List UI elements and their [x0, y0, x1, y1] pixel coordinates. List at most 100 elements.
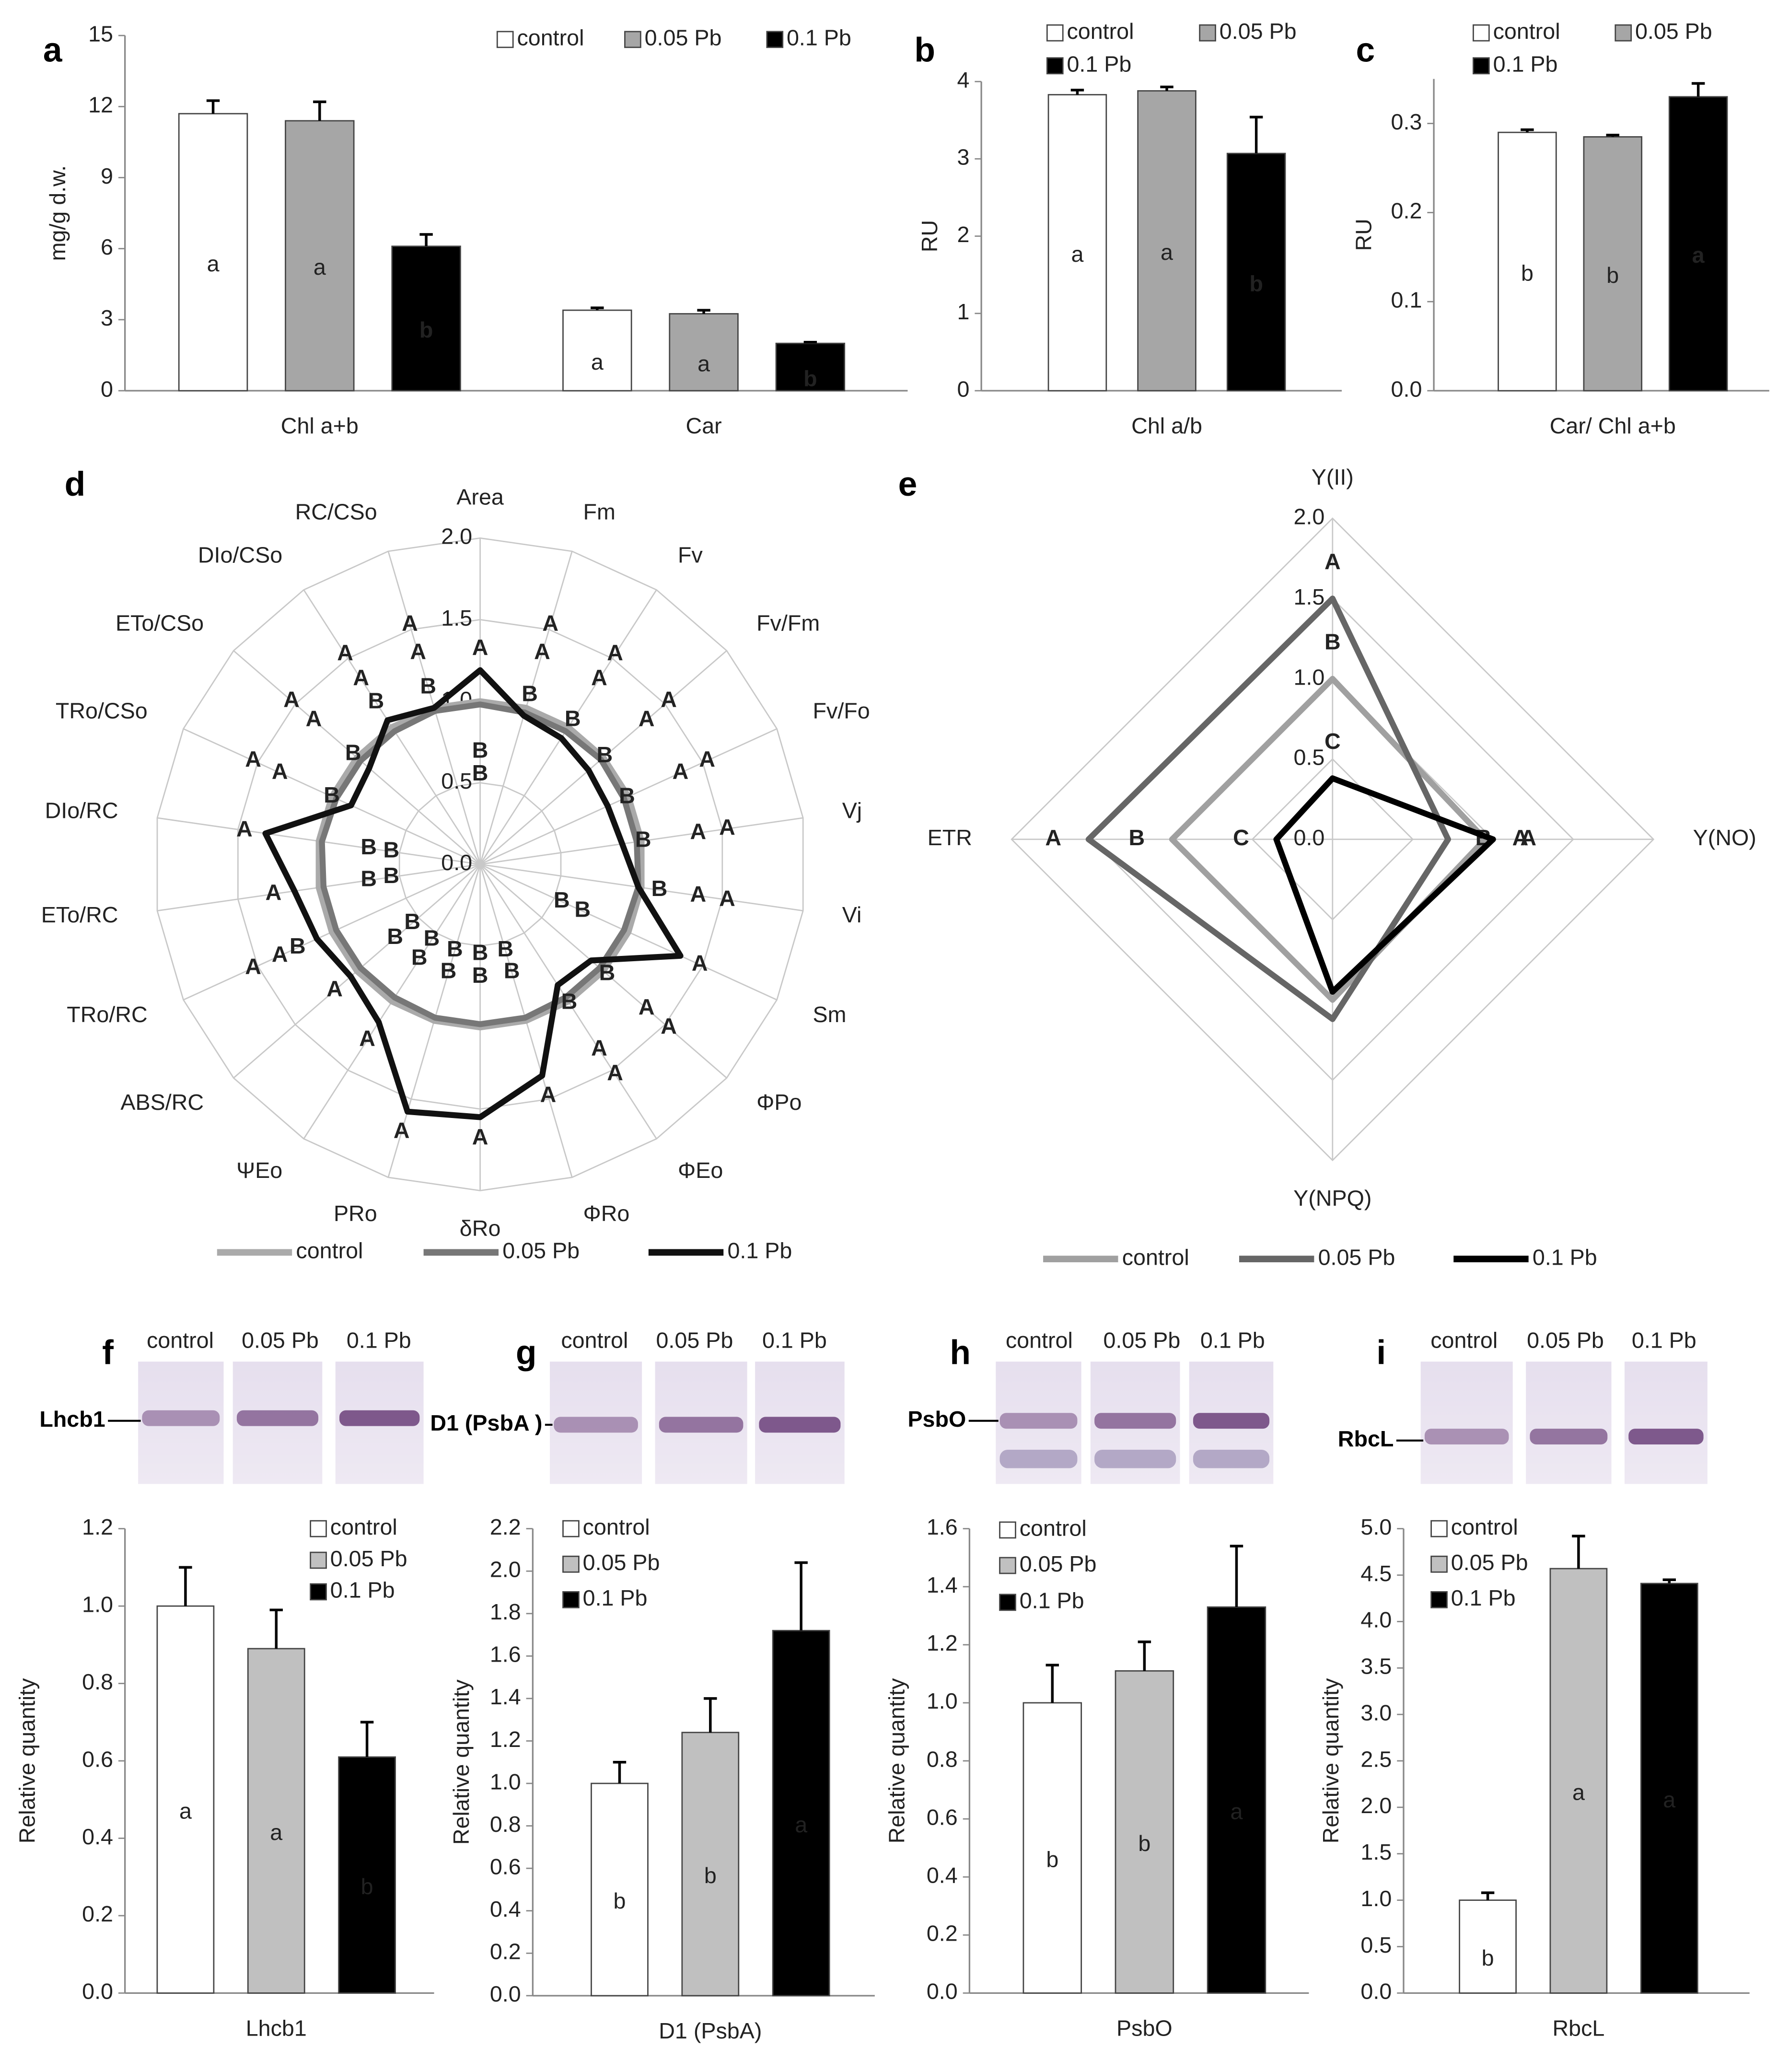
- y-tick-label: 1: [957, 299, 969, 324]
- legend-label: 0.05 Pb: [1451, 1550, 1528, 1575]
- error-bar: [1521, 128, 1534, 133]
- bar: [285, 120, 355, 392]
- axis-label: Area: [456, 484, 504, 509]
- y-tick-label: 0.2: [927, 1921, 958, 1946]
- legend-swatch: [496, 31, 514, 48]
- legend-swatch: [999, 1521, 1016, 1539]
- significance-letter: a: [1071, 242, 1083, 267]
- legend-swatch: [999, 1557, 1016, 1574]
- lane-label: 0.1 Pb: [1200, 1327, 1265, 1352]
- significance-letter: B: [504, 958, 520, 983]
- y-tick-label: 3.5: [1360, 1654, 1392, 1679]
- legend-label: 0.1 Pb: [583, 1585, 648, 1610]
- significance-letter: C: [1233, 825, 1249, 850]
- bar: [1668, 96, 1728, 392]
- legend-label: control: [1451, 1514, 1518, 1539]
- axis-label: Y(NO): [1693, 825, 1756, 850]
- y-tick-label: 0.6: [82, 1746, 113, 1771]
- y-tick-label: 1.2: [490, 1727, 521, 1752]
- significance-letter: C: [1324, 729, 1341, 754]
- y-tick-label: 12: [88, 93, 113, 117]
- significance-letter: b: [1606, 263, 1619, 288]
- error-bar: [1606, 133, 1620, 137]
- y-tick-label: 0.0: [1360, 1979, 1392, 2004]
- legend-swatch: [1430, 1520, 1448, 1537]
- blot-band: [1094, 1413, 1176, 1429]
- x-tick-label: Chl a/b: [1131, 413, 1202, 438]
- significance-letter: A: [402, 611, 418, 636]
- significance-letter: B: [472, 963, 488, 988]
- y-tick-label: 2: [957, 222, 969, 247]
- lane-label: 0.1 Pb: [347, 1327, 411, 1352]
- significance-letter: A: [673, 758, 689, 783]
- axis-label: DIo/CSo: [198, 542, 282, 567]
- blot-band: [339, 1410, 420, 1426]
- significance-letter: a: [207, 251, 220, 276]
- legend-label: 0.05 Pb: [1318, 1245, 1395, 1269]
- bar: [775, 342, 846, 392]
- y-tick-label: 1.8: [490, 1599, 521, 1624]
- y-tick-label: 1.6: [490, 1642, 521, 1667]
- y-tick-label: 3: [957, 145, 969, 170]
- lane-label: 0.05 Pb: [1103, 1327, 1180, 1352]
- y-tick-label: 0.3: [1391, 109, 1422, 134]
- legend-label: control: [1493, 19, 1560, 44]
- legend-label: control: [583, 1514, 650, 1539]
- significance-letter: B: [383, 838, 400, 862]
- error-bar: [803, 341, 817, 344]
- y-tick-label: 0: [957, 376, 969, 401]
- y-tick-label: 1.6: [927, 1514, 958, 1539]
- legend-swatch: [1473, 57, 1490, 75]
- y-tick-label: 6: [101, 234, 113, 259]
- significance-letter: a: [795, 1812, 807, 1837]
- significance-letter: B: [368, 688, 384, 713]
- r-tick-label: 1.0: [1293, 664, 1324, 689]
- y-tick-label: 15: [88, 21, 113, 46]
- error-bar: [1230, 1545, 1243, 1607]
- significance-letter: A: [472, 635, 488, 660]
- lane-label: control: [1006, 1327, 1073, 1352]
- significance-letter: A: [1324, 549, 1341, 574]
- y-tick-label: 9: [101, 163, 113, 188]
- blot-lane: [550, 1362, 642, 1484]
- legend-label: 0.1 Pb: [1533, 1245, 1597, 1269]
- bar: [591, 1782, 649, 1997]
- significance-letter: B: [1129, 825, 1145, 850]
- blot-band: [1094, 1450, 1176, 1468]
- lane-label: 0.1 Pb: [762, 1327, 827, 1352]
- significance-letter: b: [614, 1888, 626, 1913]
- y-tick-label: 2.0: [490, 1557, 521, 1582]
- y-tick-label: 4.5: [1360, 1561, 1392, 1586]
- y-axis-label: Relative quantity: [449, 1679, 474, 1845]
- significance-letter: A: [245, 954, 261, 978]
- panel-label: e: [898, 465, 918, 503]
- blot-band-label: D1 (PsbA ): [430, 1410, 542, 1435]
- significance-letter: A: [719, 885, 735, 910]
- significance-letter: a: [270, 1820, 282, 1845]
- axis-label: ΦRo: [583, 1201, 630, 1226]
- legend-label: control: [1067, 19, 1134, 44]
- grid-ring: [156, 537, 804, 1191]
- error-bar: [1481, 1891, 1495, 1900]
- r-tick-label: 0.0: [441, 850, 472, 875]
- y-tick-label: 1.0: [82, 1592, 113, 1617]
- significance-letter: A: [639, 706, 655, 731]
- y-tick-label: 3: [101, 305, 113, 330]
- significance-letter: A: [719, 815, 735, 839]
- axis-label: TRo/CSo: [56, 698, 148, 723]
- bar: [1022, 1702, 1082, 1994]
- y-tick-label: 0.0: [1391, 376, 1422, 401]
- y-tick-label: 0.1: [1391, 288, 1422, 313]
- error-bar: [1046, 1664, 1059, 1703]
- bar: [1459, 1899, 1517, 1994]
- x-tick-label: Chl a+b: [281, 413, 359, 438]
- legend-label: 0.1 Pb: [330, 1578, 395, 1603]
- legend-swatch: [1046, 57, 1064, 75]
- x-tick-label: D1 (PsbA): [659, 2018, 762, 2043]
- y-tick-label: 0.0: [490, 1981, 521, 2006]
- y-tick-label: 1.0: [490, 1769, 521, 1794]
- y-tick-label: 0.4: [490, 1897, 521, 1921]
- significance-letter: B: [565, 706, 581, 731]
- legend-label: control: [1020, 1516, 1087, 1541]
